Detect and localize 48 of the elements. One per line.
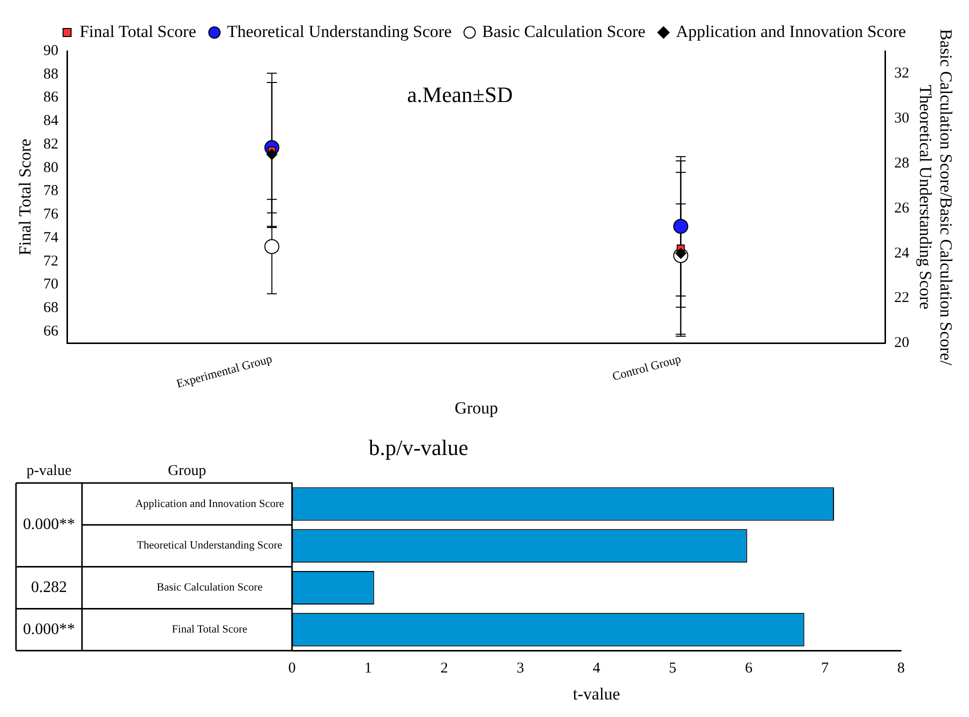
- y-tick-label: Application and Innovation Score: [135, 498, 284, 510]
- y-tick-label: 76: [43, 206, 59, 223]
- x-tick-label: 1: [364, 660, 372, 677]
- y-tick-label: 78: [43, 183, 58, 200]
- text: p-value: [26, 462, 72, 479]
- y-tick-label: Basic Calculation Score: [156, 582, 263, 594]
- text: 0.000**: [23, 516, 75, 534]
- text: 0.282: [31, 578, 67, 596]
- y-tick-label: 88: [43, 66, 58, 82]
- x-axis-title: Group: [454, 398, 498, 418]
- x-axis-title: t-value: [572, 684, 620, 704]
- y2-tick-label: 26: [894, 200, 910, 216]
- text: 0.000**: [23, 620, 75, 638]
- x-tick-label: 8: [897, 660, 905, 677]
- y2-tick-label: 20: [894, 335, 910, 352]
- y-tick-label: 74: [43, 230, 59, 246]
- x-tick-label: 5: [668, 660, 676, 677]
- y-tick-label: 70: [43, 276, 58, 293]
- x-tick-label: Control Group: [610, 352, 682, 384]
- y-tick-label: 86: [43, 90, 59, 106]
- y2-tick-label: 24: [894, 245, 910, 262]
- y-tick-label: 72: [43, 253, 58, 270]
- legend-label: Theoretical Understanding Score: [226, 22, 452, 41]
- x-tick-label: 0: [288, 660, 296, 677]
- y2-tick-label: 30: [894, 110, 910, 126]
- y-tick-label: 66: [43, 323, 59, 340]
- x-tick-label: 4: [592, 660, 601, 677]
- y-tick-label: 84: [43, 113, 59, 130]
- legend-label: Final Total Score: [80, 22, 196, 41]
- legend-label: Basic Calculation Score: [482, 22, 646, 41]
- x-tick-label: 3: [516, 660, 524, 677]
- y2-tick-label: 22: [894, 290, 910, 306]
- text: a.Mean±SD: [407, 82, 513, 107]
- x-tick-label: 6: [745, 660, 753, 677]
- x-tick-label: 7: [821, 660, 830, 677]
- y-tick-label: 80: [43, 160, 58, 176]
- x-tick-label: 2: [440, 660, 448, 677]
- y2-tick-label: 32: [894, 65, 910, 82]
- y-tick-label: 82: [43, 136, 58, 152]
- y-tick-label: Theoretical Understanding Score: [136, 540, 282, 552]
- y-tick-label: Final Total Score: [172, 624, 248, 636]
- y-axis-title: Group: [168, 462, 206, 479]
- y2-axis-title: Basic Calculation Score/Basic Calculation Score/ Theoretical Understanding Score: [916, 29, 956, 366]
- y-tick-label: 68: [43, 300, 58, 316]
- legend-label: Application and Innovation Score: [676, 22, 906, 41]
- chart-title: b.p/v-value: [368, 434, 468, 460]
- y2-tick-label: 28: [894, 155, 910, 172]
- y-tick-label: 90: [43, 42, 58, 59]
